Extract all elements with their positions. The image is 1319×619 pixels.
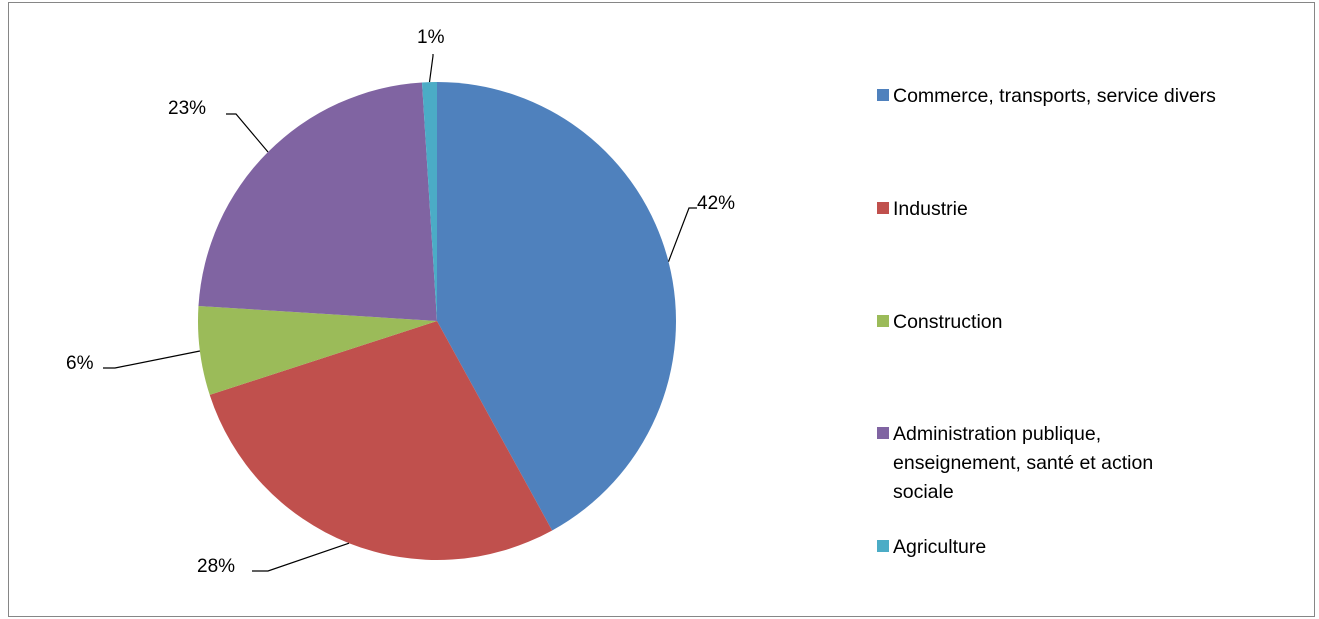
leader-line-agriculture bbox=[428, 54, 434, 83]
leader-line-administration bbox=[226, 113, 269, 153]
data-label-administration: 23% bbox=[168, 98, 206, 119]
data-label-industrie: 28% bbox=[197, 556, 235, 577]
data-labels: 42% 28% 6% 23% 1% bbox=[66, 27, 735, 577]
legend-label-administration: Administration publique, enseignement, s… bbox=[893, 423, 1154, 503]
legend-item-industrie: Industrie bbox=[877, 195, 1243, 224]
pie-slice-administration bbox=[198, 82, 437, 321]
data-label-commerce: 42% bbox=[697, 193, 735, 214]
pie-slices bbox=[197, 82, 677, 561]
legend-item-administration: Administration publique, enseignement, s… bbox=[877, 420, 1193, 507]
leader-line-construction bbox=[103, 350, 201, 369]
legend-label-construction: Construction bbox=[893, 311, 1003, 333]
legend-item-commerce: Commerce, transports, service divers bbox=[877, 82, 1243, 111]
leader-lines bbox=[103, 54, 697, 572]
data-label-agriculture: 1% bbox=[417, 27, 445, 48]
legend-item-agriculture: Agriculture bbox=[877, 533, 1243, 562]
pie-slice-agriculture bbox=[421, 82, 437, 321]
legend-item-construction: Construction bbox=[877, 308, 1243, 337]
legend-swatch-agriculture bbox=[877, 540, 889, 552]
legend-swatch-commerce bbox=[877, 89, 889, 101]
legend-label-commerce: Commerce, transports, service divers bbox=[893, 85, 1216, 107]
legend-swatch-administration bbox=[877, 427, 889, 439]
leader-line-commerce bbox=[667, 207, 697, 262]
legend-swatch-construction bbox=[877, 315, 889, 327]
pie-slice-construction bbox=[197, 305, 437, 395]
legend-swatch-industrie bbox=[877, 202, 889, 214]
leader-line-industrie bbox=[252, 542, 350, 572]
pie-slice-commerce bbox=[437, 82, 677, 531]
legend-label-industrie: Industrie bbox=[893, 198, 968, 220]
data-label-construction: 6% bbox=[66, 353, 94, 374]
pie-slice-industrie bbox=[209, 321, 553, 561]
legend-label-agriculture: Agriculture bbox=[893, 536, 987, 558]
